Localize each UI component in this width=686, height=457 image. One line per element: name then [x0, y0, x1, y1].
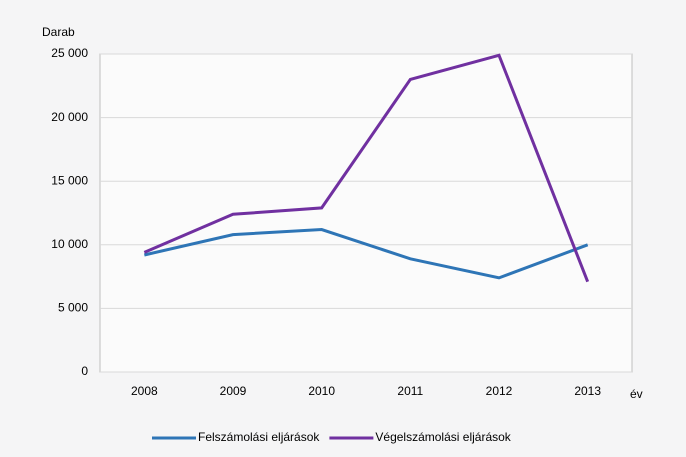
legend-label: Felszámolási eljárások	[198, 430, 320, 444]
y-axis-label: Darab	[42, 25, 75, 39]
y-tick-label: 15 000	[51, 173, 88, 187]
y-tick-label: 25 000	[51, 46, 88, 60]
x-tick-label: 2009	[220, 384, 247, 398]
legend-label: Végelszámolási eljárások	[375, 430, 511, 444]
x-tick-label: 2012	[486, 384, 513, 398]
x-tick-label: 2013	[574, 384, 601, 398]
y-tick-label: 5 000	[58, 301, 88, 315]
x-tick-label: 2010	[308, 384, 335, 398]
y-tick-label: 0	[81, 364, 88, 378]
x-axis-label: év	[630, 387, 643, 401]
x-tick-label: 2008	[131, 384, 158, 398]
series-line	[143, 228, 589, 280]
x-tick-label: 2011	[397, 384, 423, 398]
plot-area	[99, 53, 633, 373]
y-tick-label: 20 000	[51, 110, 88, 124]
y-tick-label: 10 000	[51, 237, 88, 251]
series-line	[143, 53, 590, 283]
